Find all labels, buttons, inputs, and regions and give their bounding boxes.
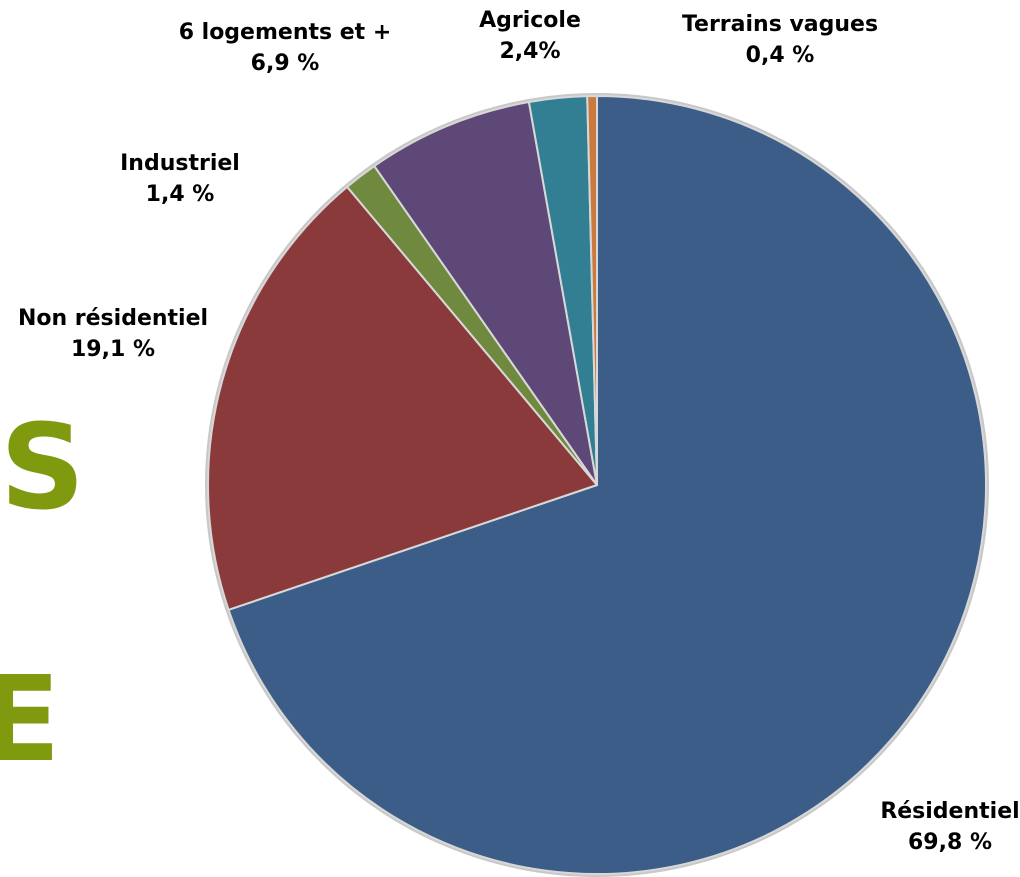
pie-slice-non-r-sidentiel bbox=[207, 185, 598, 611]
slice-label-agricole: Agricole 2,4% bbox=[455, 5, 605, 67]
pie-slice-6-logements-et bbox=[373, 101, 598, 486]
slice-label-industriel: Industriel 1,4 % bbox=[100, 148, 260, 210]
slice-label-non-residentiel: Non résidentiel 19,1 % bbox=[0, 303, 226, 365]
slice-label-name: Agricole bbox=[479, 8, 581, 33]
slice-label-name: Terrains vagues bbox=[681, 12, 879, 37]
pie-slice-r-sidentiel bbox=[227, 95, 987, 875]
slice-label-value: 6,9 % bbox=[250, 51, 320, 76]
background-heading-fragment: S bbox=[0, 398, 85, 536]
slice-label-name: Résidentiel bbox=[880, 799, 1020, 824]
slice-label-value: 1,4 % bbox=[145, 182, 215, 207]
slice-label-name: Non résidentiel bbox=[17, 306, 209, 331]
background-heading-fragment: E bbox=[0, 650, 61, 788]
slice-label-residentiel: Résidentiel 69,8 % bbox=[850, 796, 1020, 858]
pie-slice-terrains-vagues bbox=[586, 94, 598, 486]
slice-label-name: Industriel bbox=[120, 151, 240, 176]
slice-label-value: 0,4 % bbox=[745, 43, 815, 68]
slice-label-value: 69,8 % bbox=[908, 830, 992, 855]
slice-label-value: 2,4% bbox=[499, 39, 561, 64]
slice-label-value: 19,1 % bbox=[71, 337, 155, 362]
slice-label-terrains-vagues: Terrains vagues 0,4 % bbox=[660, 9, 900, 71]
slice-label-6-logements: 6 logements et + 6,9 % bbox=[155, 17, 415, 79]
slice-label-name: 6 logements et + bbox=[178, 20, 392, 45]
